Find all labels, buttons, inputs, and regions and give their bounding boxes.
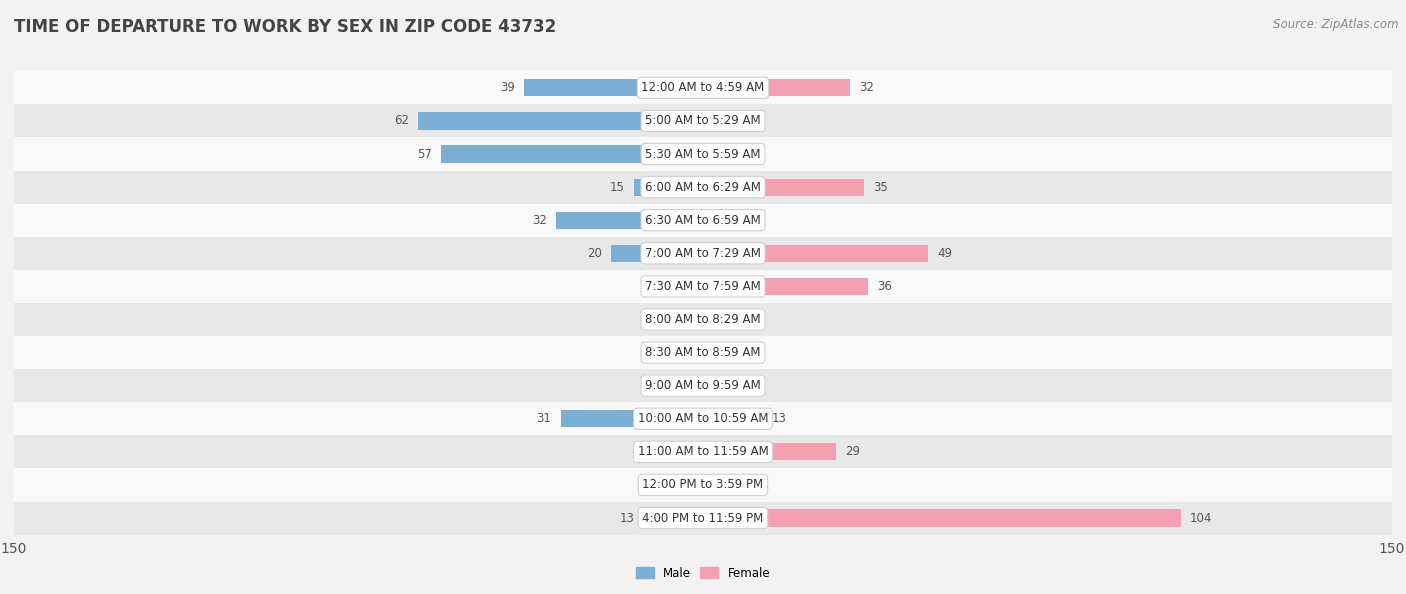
Text: 29: 29 bbox=[845, 446, 860, 459]
Bar bbox=[703, 476, 713, 494]
Bar bbox=[14, 270, 1392, 303]
Text: 0: 0 bbox=[650, 446, 657, 459]
Text: 11:00 AM to 11:59 AM: 11:00 AM to 11:59 AM bbox=[638, 446, 768, 459]
Text: 10:00 AM to 10:59 AM: 10:00 AM to 10:59 AM bbox=[638, 412, 768, 425]
Text: 7:30 AM to 7:59 AM: 7:30 AM to 7:59 AM bbox=[645, 280, 761, 293]
Text: 8: 8 bbox=[749, 346, 756, 359]
Text: 8:00 AM to 8:29 AM: 8:00 AM to 8:29 AM bbox=[645, 313, 761, 326]
Bar bbox=[703, 443, 837, 460]
Text: 15: 15 bbox=[610, 181, 624, 194]
Text: 20: 20 bbox=[588, 247, 602, 260]
Bar bbox=[14, 369, 1392, 402]
Bar bbox=[681, 476, 703, 494]
Bar bbox=[14, 204, 1392, 237]
Text: 0: 0 bbox=[749, 147, 756, 160]
Bar bbox=[14, 336, 1392, 369]
Text: 2: 2 bbox=[721, 478, 728, 491]
Text: 5: 5 bbox=[664, 478, 671, 491]
Text: 104: 104 bbox=[1189, 511, 1212, 525]
Text: 31: 31 bbox=[537, 412, 551, 425]
Text: 4:00 PM to 11:59 PM: 4:00 PM to 11:59 PM bbox=[643, 511, 763, 525]
Bar bbox=[666, 311, 703, 328]
Bar bbox=[703, 245, 928, 262]
Bar bbox=[14, 501, 1392, 535]
Text: Source: ZipAtlas.com: Source: ZipAtlas.com bbox=[1274, 18, 1399, 31]
Text: 4: 4 bbox=[731, 313, 738, 326]
Bar bbox=[666, 443, 703, 460]
Text: 39: 39 bbox=[499, 81, 515, 94]
Bar bbox=[14, 303, 1392, 336]
Text: 36: 36 bbox=[877, 280, 893, 293]
Text: 13: 13 bbox=[619, 511, 634, 525]
Text: 32: 32 bbox=[531, 214, 547, 227]
Text: 57: 57 bbox=[418, 147, 432, 160]
Text: 0: 0 bbox=[650, 280, 657, 293]
Text: 13: 13 bbox=[772, 412, 787, 425]
Bar bbox=[699, 377, 703, 394]
Text: 62: 62 bbox=[394, 115, 409, 128]
Text: 12:00 AM to 4:59 AM: 12:00 AM to 4:59 AM bbox=[641, 81, 765, 94]
Text: 6:00 AM to 6:29 AM: 6:00 AM to 6:29 AM bbox=[645, 181, 761, 194]
Text: 1: 1 bbox=[682, 379, 689, 392]
Bar bbox=[634, 179, 703, 195]
Bar bbox=[703, 410, 762, 427]
Bar bbox=[703, 377, 740, 394]
Text: 7:00 AM to 7:29 AM: 7:00 AM to 7:29 AM bbox=[645, 247, 761, 260]
Bar bbox=[703, 344, 740, 361]
Bar bbox=[703, 311, 721, 328]
Bar bbox=[666, 344, 703, 361]
Text: 12:00 PM to 3:59 PM: 12:00 PM to 3:59 PM bbox=[643, 478, 763, 491]
Text: 0: 0 bbox=[749, 115, 756, 128]
Bar bbox=[14, 469, 1392, 501]
Text: 5:30 AM to 5:59 AM: 5:30 AM to 5:59 AM bbox=[645, 147, 761, 160]
Bar bbox=[14, 170, 1392, 204]
Bar bbox=[14, 105, 1392, 137]
Text: 6:30 AM to 6:59 AM: 6:30 AM to 6:59 AM bbox=[645, 214, 761, 227]
Legend: Male, Female: Male, Female bbox=[631, 562, 775, 584]
Text: 0: 0 bbox=[650, 346, 657, 359]
Text: 5:00 AM to 5:29 AM: 5:00 AM to 5:29 AM bbox=[645, 115, 761, 128]
Bar bbox=[524, 79, 703, 96]
Bar bbox=[666, 278, 703, 295]
Text: 32: 32 bbox=[859, 81, 875, 94]
Bar bbox=[441, 146, 703, 163]
Bar bbox=[703, 510, 1181, 527]
Bar bbox=[555, 211, 703, 229]
Bar bbox=[612, 245, 703, 262]
Bar bbox=[703, 146, 740, 163]
Bar bbox=[418, 112, 703, 129]
Text: 49: 49 bbox=[938, 247, 952, 260]
Text: TIME OF DEPARTURE TO WORK BY SEX IN ZIP CODE 43732: TIME OF DEPARTURE TO WORK BY SEX IN ZIP … bbox=[14, 18, 557, 36]
Bar bbox=[703, 179, 863, 195]
Bar bbox=[14, 402, 1392, 435]
Bar bbox=[14, 71, 1392, 105]
Bar bbox=[703, 278, 869, 295]
Bar bbox=[14, 137, 1392, 170]
Bar bbox=[703, 112, 740, 129]
Bar bbox=[644, 510, 703, 527]
Text: 9:00 AM to 9:59 AM: 9:00 AM to 9:59 AM bbox=[645, 379, 761, 392]
Bar bbox=[703, 211, 740, 229]
Bar bbox=[14, 435, 1392, 469]
Text: 0: 0 bbox=[749, 214, 756, 227]
Bar bbox=[561, 410, 703, 427]
Bar bbox=[703, 79, 851, 96]
Text: 8:30 AM to 8:59 AM: 8:30 AM to 8:59 AM bbox=[645, 346, 761, 359]
Text: 0: 0 bbox=[650, 313, 657, 326]
Text: 0: 0 bbox=[749, 379, 756, 392]
Text: 35: 35 bbox=[873, 181, 887, 194]
Bar bbox=[14, 237, 1392, 270]
